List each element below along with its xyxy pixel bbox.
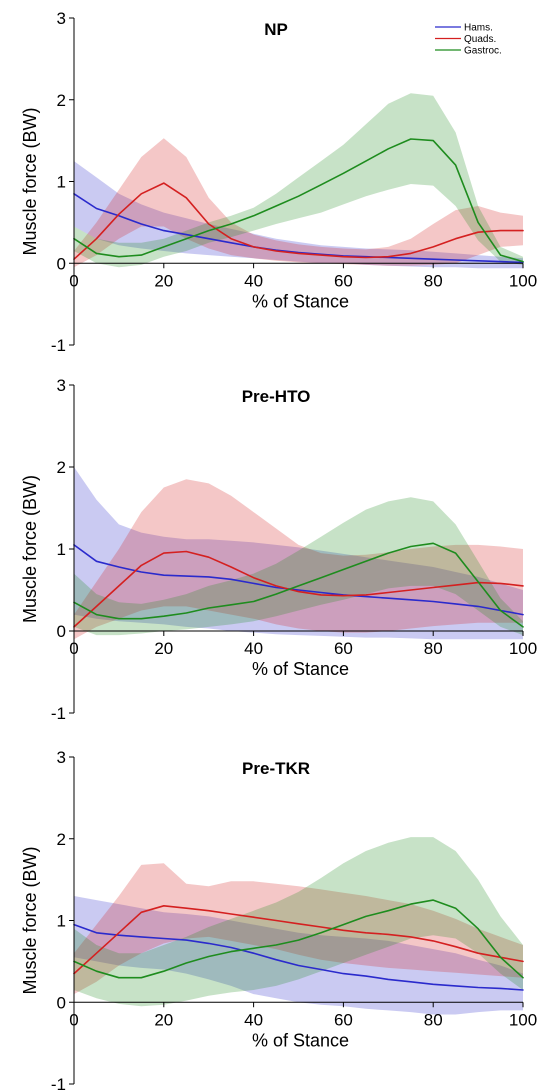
- x-tick-label: 20: [154, 1010, 173, 1029]
- band-hams: [74, 467, 523, 640]
- y-axis-label: Muscle force (BW): [20, 475, 40, 623]
- x-tick-label: 20: [154, 639, 173, 658]
- series-line-quads: [73, 904, 524, 975]
- chart-title: Pre-TKR: [242, 759, 310, 778]
- x-tick-label: 0: [69, 271, 78, 290]
- x-tick-label: 20: [154, 271, 173, 290]
- y-tick-label: -1: [51, 704, 66, 723]
- x-axis-label: % of Stance: [252, 659, 349, 679]
- y-tick-label: 3: [57, 376, 66, 395]
- band-gastroc: [74, 837, 523, 1007]
- y-tick-label: 2: [57, 830, 66, 849]
- x-tick-label: 100: [509, 639, 537, 658]
- y-axis-label: Muscle force (BW): [20, 107, 40, 255]
- series-line-hams: [73, 544, 524, 616]
- bands: [74, 93, 523, 269]
- x-tick-label: 60: [334, 1010, 353, 1029]
- y-tick-label: 1: [57, 173, 66, 192]
- chart-panel-2: -1 0 1 2 3 0 20 40 60 80 100 % of Stance Muscle forc…: [20, 748, 537, 1091]
- band-hams: [74, 161, 523, 269]
- x-tick-label: 100: [509, 271, 537, 290]
- legend-label: Hams.: [464, 23, 493, 34]
- x-tick-label: 40: [244, 1010, 263, 1029]
- band-quads: [74, 863, 523, 995]
- band-gastroc: [74, 93, 523, 268]
- x-tick-label: 0: [69, 1010, 78, 1029]
- series-line-quads: [73, 182, 524, 261]
- y-tick-label: 0: [57, 993, 66, 1012]
- x-axis-label: % of Stance: [252, 291, 349, 311]
- bands: [74, 837, 523, 1015]
- series-line-gastroc: [73, 542, 524, 628]
- series-lines: [73, 899, 524, 991]
- x-axis-label: % of Stance: [252, 1030, 349, 1050]
- y-tick-label: -1: [51, 1075, 66, 1091]
- legend: Hams.Quads.Gastroc.: [435, 23, 502, 57]
- series-line-gastroc: [73, 138, 524, 263]
- y-tick-label: -1: [51, 336, 66, 355]
- chart-panel-0: -1 0 1 2 3 0 20 40 60 80 100 % of Stance Muscle forc…: [20, 9, 537, 355]
- band-gastroc: [74, 497, 523, 636]
- y-tick-label: 1: [57, 912, 66, 931]
- legend-label: Quads.: [464, 34, 496, 45]
- x-tick-label: 40: [244, 271, 263, 290]
- y-tick-label: 1: [57, 540, 66, 559]
- x-tick-label: 60: [334, 639, 353, 658]
- x-tick-label: 60: [334, 271, 353, 290]
- x-tick-label: 0: [69, 639, 78, 658]
- x-tick-label: 80: [424, 271, 443, 290]
- x-tick-label: 100: [509, 1010, 537, 1029]
- y-tick-label: 0: [57, 254, 66, 273]
- chart-title: Pre-HTO: [242, 387, 311, 406]
- y-tick-label: 2: [57, 91, 66, 110]
- y-tick-label: 2: [57, 458, 66, 477]
- x-tick-label: 80: [424, 1010, 443, 1029]
- y-tick-label: 3: [57, 748, 66, 767]
- y-axis-label: Muscle force (BW): [20, 846, 40, 994]
- series-lines: [73, 542, 524, 628]
- y-tick-label: 3: [57, 9, 66, 28]
- y-tick-label: 0: [57, 622, 66, 641]
- series-line-quads: [73, 550, 524, 628]
- legend-label: Gastroc.: [464, 46, 502, 57]
- chart-title: NP: [264, 20, 288, 39]
- series-line-hams: [73, 923, 524, 991]
- chart-panel-1: -1 0 1 2 3 0 20 40 60 80 100 % of Stance Muscle forc…: [20, 376, 537, 723]
- x-tick-label: 80: [424, 639, 443, 658]
- series-lines: [73, 138, 524, 264]
- x-tick-label: 40: [244, 639, 263, 658]
- series-line-gastroc: [73, 899, 524, 979]
- band-hams: [74, 896, 523, 1015]
